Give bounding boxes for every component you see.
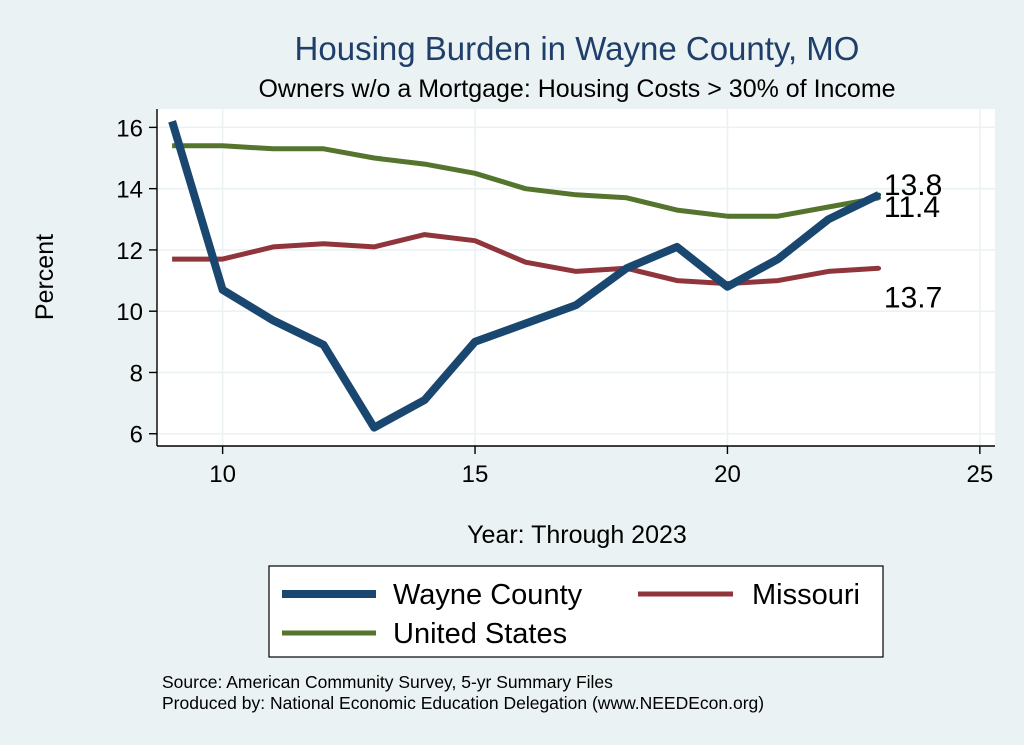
legend-box [268,565,884,658]
legend-label-united-states: United States [393,618,567,650]
series-end-point-wayne-county [876,192,882,197]
end-label-missouri: 11.4 [884,191,940,224]
ticks: 6 8 10 12 14 16 10 15 20 25 [116,115,993,488]
gridlines [157,109,995,446]
series-end-point-missouri [876,266,882,271]
y-tick-label-14: 14 [116,177,143,204]
chart-subtitle: Owners w/o a Mortgage: Housing Costs > 3… [258,75,895,103]
y-tick-label-16: 16 [116,115,143,142]
x-axis-label: Year: Through 2023 [467,521,687,549]
x-tick-label-25: 25 [967,461,994,488]
series-line-united-states [172,143,880,219]
y-axis-label: Percent [31,234,59,320]
x-tick-label-10: 10 [209,461,236,488]
series-line-wayne-county [168,120,881,432]
chart-title: Housing Burden in Wayne County, MO [295,30,860,67]
y-tick-label-8: 8 [130,360,143,387]
producer-note: Produced by: National Economic Education… [162,693,764,713]
x-tick-label-15: 15 [462,461,489,488]
plot-area [157,109,995,446]
end-labels: 13.811.4 13.7 [884,169,942,315]
legend-label-missouri: Missouri [752,579,860,611]
source-note: Source: American Community Survey, 5-yr … [162,672,613,692]
axes [156,109,995,447]
series-line-missouri [172,232,880,287]
end-label-united-states: 13.7 [884,281,942,314]
legend: Wayne County Missouri United States [268,565,884,658]
end-label-wayne-county: 13.8 [884,169,942,202]
y-tick-label-6: 6 [130,422,143,449]
y-tick-label-10: 10 [116,299,143,326]
series-lines [168,120,882,432]
y-tick-label-12: 12 [116,238,143,265]
legend-label-wayne-county: Wayne County [393,579,583,611]
x-tick-label-20: 20 [714,461,741,488]
